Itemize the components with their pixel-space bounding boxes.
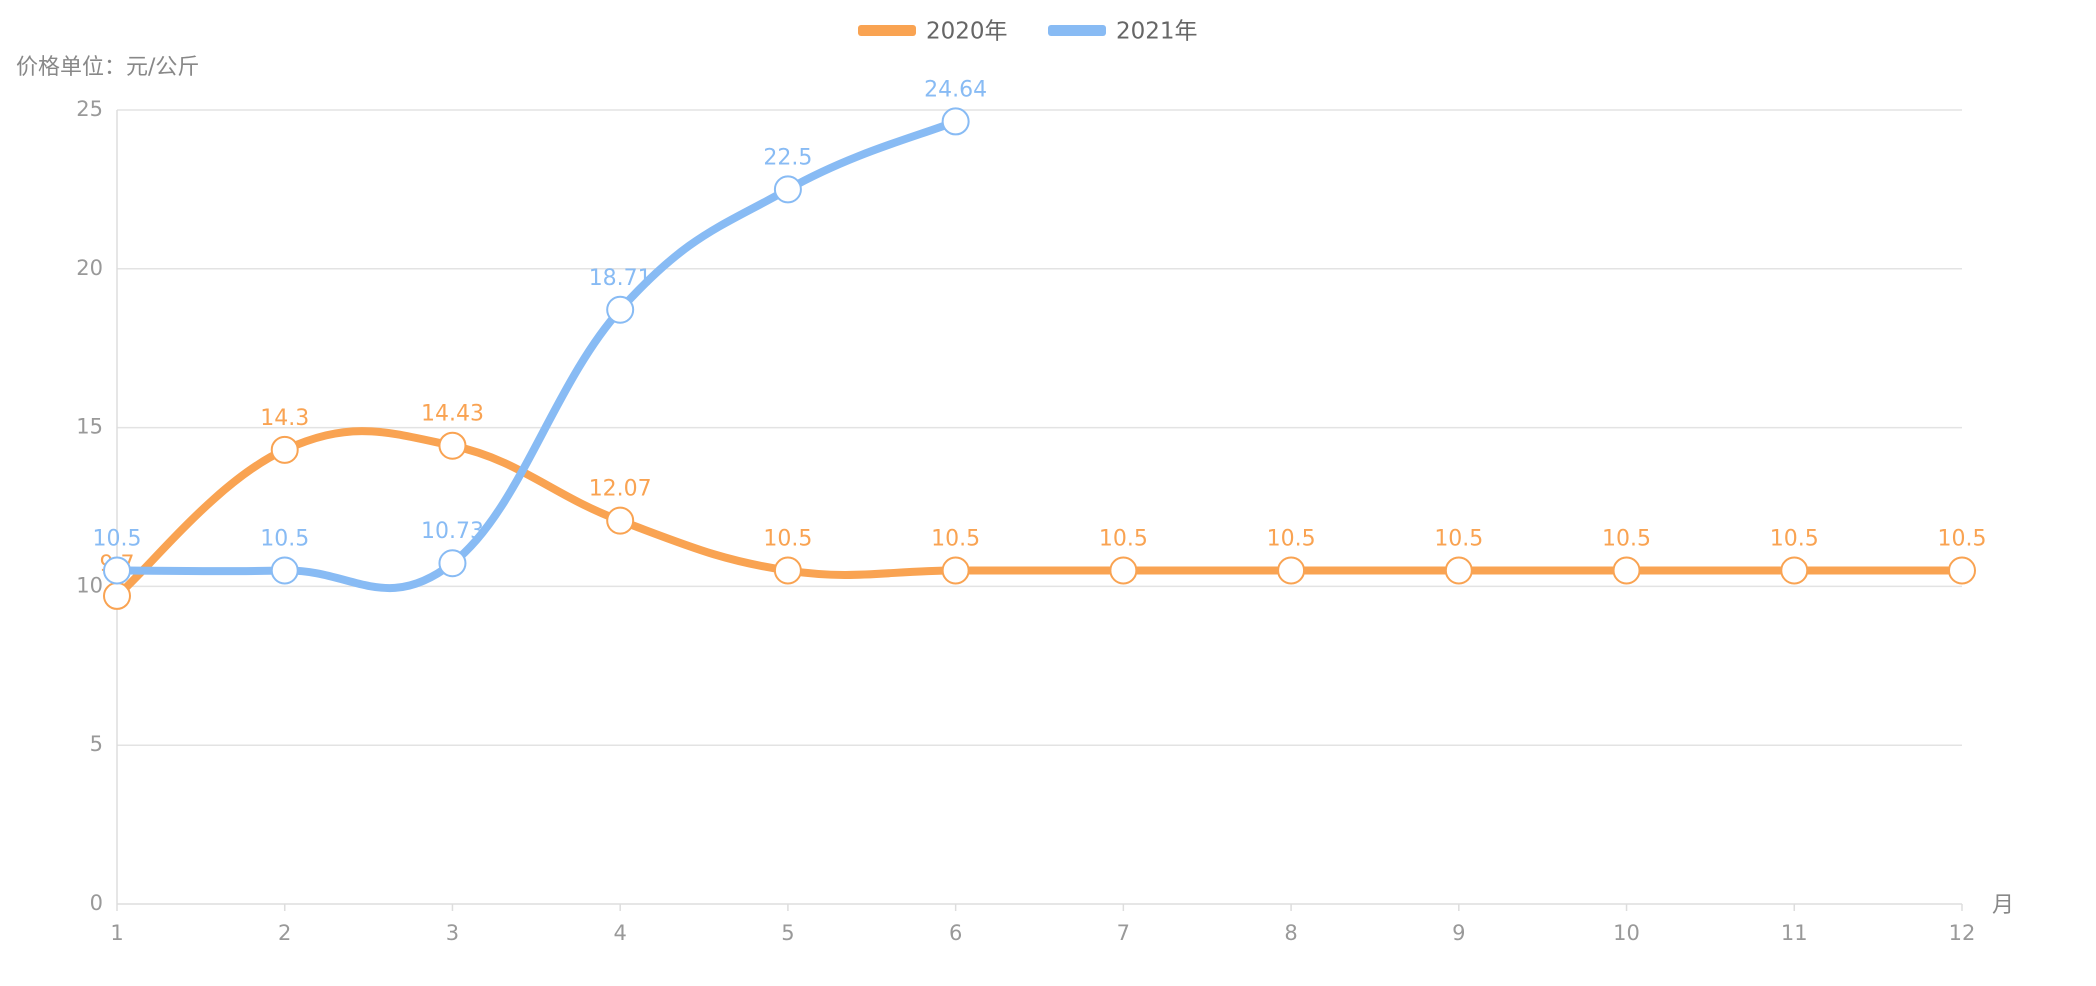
data-label: 10.73 <box>421 519 484 544</box>
y-tick-label: 5 <box>90 732 103 756</box>
point <box>941 556 970 585</box>
point <box>103 556 131 585</box>
point <box>103 581 131 610</box>
series-line <box>114 427 1962 599</box>
data-label: 10.5 <box>1434 527 1483 552</box>
x-tick-label: 12 <box>1949 921 1976 945</box>
x-tick-label: 3 <box>446 921 459 945</box>
x-tick-label: 4 <box>613 921 626 945</box>
point <box>606 506 635 535</box>
legend-swatch <box>1048 25 1106 36</box>
point <box>1948 556 1976 585</box>
point <box>1444 556 1473 585</box>
y-tick-label: 20 <box>76 256 103 280</box>
data-label: 10.5 <box>1099 527 1148 552</box>
data-label: 24.64 <box>924 77 987 102</box>
data-label: 10.5 <box>763 527 812 552</box>
data-label: 22.5 <box>763 145 812 170</box>
data-label: 12.07 <box>589 477 652 502</box>
point <box>1277 556 1306 585</box>
point <box>773 175 802 204</box>
data-label: 14.43 <box>421 402 484 427</box>
data-label: 10.5 <box>1267 527 1316 552</box>
x-tick-label: 6 <box>949 921 962 945</box>
point <box>438 431 467 460</box>
y-tick-label: 10 <box>76 573 103 597</box>
point <box>606 295 635 324</box>
x-tick-label: 11 <box>1781 921 1808 945</box>
x-tick-label: 10 <box>1613 921 1640 945</box>
point <box>438 549 467 578</box>
y-tick-label: 15 <box>76 415 103 439</box>
legend-label: 2021年 <box>1116 19 1198 45</box>
y-tick-label: 25 <box>76 97 103 121</box>
point <box>941 107 970 136</box>
x-tick-label: 9 <box>1452 921 1465 945</box>
point <box>270 556 299 585</box>
y-tick-label: 0 <box>90 891 103 915</box>
data-label: 10.5 <box>1770 527 1819 552</box>
legend-label: 2020年 <box>926 19 1008 45</box>
data-label: 10.5 <box>931 527 980 552</box>
point <box>1780 556 1809 585</box>
y-axis-title: 价格单位：元/公斤 <box>16 55 199 80</box>
point <box>1612 556 1641 585</box>
data-label: 14.3 <box>260 406 309 431</box>
data-label: 18.71 <box>589 266 652 291</box>
point <box>1109 556 1138 585</box>
point <box>773 556 802 585</box>
series-line <box>116 117 958 592</box>
x-tick-label: 7 <box>1117 921 1130 945</box>
x-tick-label: 8 <box>1284 921 1297 945</box>
point <box>270 435 299 464</box>
data-label: 10.5 <box>1602 527 1651 552</box>
data-label: 10.5 <box>93 527 142 552</box>
x-tick-label: 2 <box>278 921 291 945</box>
x-axis-title: 月 <box>1992 893 2014 918</box>
x-tick-label: 1 <box>110 921 123 945</box>
data-label: 10.5 <box>260 527 309 552</box>
legend-swatch <box>858 25 916 36</box>
data-label: 10.5 <box>1938 527 1987 552</box>
x-tick-label: 5 <box>781 921 794 945</box>
